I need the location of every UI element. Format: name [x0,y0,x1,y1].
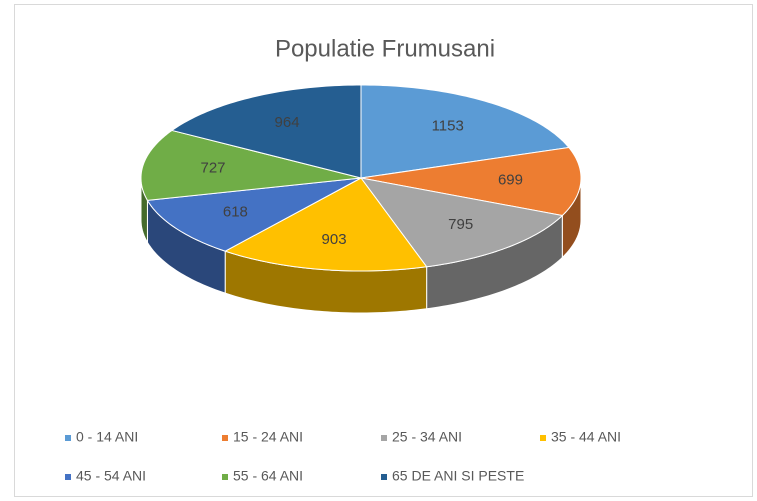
pie-slice [140,129,362,201]
pie-slice [360,146,582,217]
legend-swatch [381,435,387,441]
data-label: 903 [322,231,347,248]
legend-label: 65 DE ANI SI PESTE [392,468,524,484]
legend-swatch [381,474,387,480]
legend-label: 45 - 54 ANI [76,468,146,484]
legend-label: 25 - 34 ANI [392,429,462,445]
data-label: 727 [201,160,226,177]
pie-slice [170,84,362,179]
legend-swatch [65,435,71,441]
legend-swatch [65,474,71,480]
data-label: 964 [275,114,300,131]
legend-swatch [222,474,228,480]
legend-label: 15 - 24 ANI [233,429,303,445]
legend-swatch [540,435,546,441]
pie-slice [359,177,564,268]
chart-title: Populatie Frumusani [275,35,495,62]
data-label: 795 [448,216,473,233]
pie-slice [146,177,362,252]
legend-label: 55 - 64 ANI [233,468,303,484]
legend-swatch [222,435,228,441]
legend-label: 35 - 44 ANI [551,429,621,445]
pie-slice [223,177,428,272]
data-label: 618 [223,203,248,220]
data-label: 1153 [432,117,464,134]
data-label: 699 [498,172,523,189]
legend-label: 0 - 14 ANI [76,429,138,445]
